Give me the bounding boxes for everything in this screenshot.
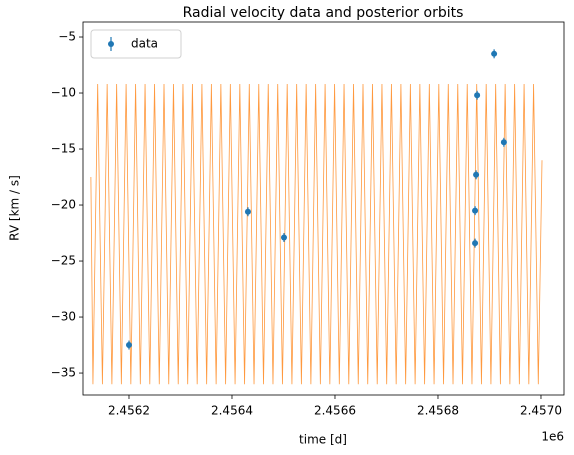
x-tick-label: 2.4564: [211, 404, 253, 418]
data-point: [125, 342, 132, 349]
y-axis-label: RV [km / s]: [8, 175, 22, 241]
y-tick-label: −5: [58, 30, 76, 44]
data-point: [472, 240, 479, 247]
data-point: [281, 234, 288, 241]
y-tick-label: −25: [51, 254, 76, 268]
orbit-line: [90, 84, 543, 385]
y-tick-label: −10: [51, 86, 76, 100]
chart-title: Radial velocity data and posterior orbit…: [183, 5, 464, 21]
x-tick-label: 2.4566: [314, 404, 356, 418]
x-tick-label: 2.4568: [417, 404, 459, 418]
x-tick-label: 2.4570: [520, 404, 562, 418]
y-tick-label: −20: [51, 198, 76, 212]
data-point: [474, 92, 481, 99]
data-point: [473, 171, 480, 178]
data-point: [491, 50, 498, 57]
legend-label: data: [131, 37, 158, 51]
y-tick-label: −15: [51, 142, 76, 156]
data-point: [244, 208, 251, 215]
data-point: [500, 139, 507, 146]
x-tick-label: 2.4562: [108, 404, 150, 418]
y-tick-label: −30: [51, 310, 76, 324]
legend-swatch: [108, 41, 114, 47]
legend-box: [90, 29, 182, 59]
y-tick-label: −35: [51, 366, 76, 380]
plot-frame: [82, 21, 565, 396]
x-axis-label: time [d]: [299, 433, 347, 447]
x-offset-label: 1e6: [541, 430, 564, 444]
data-point: [472, 207, 479, 214]
